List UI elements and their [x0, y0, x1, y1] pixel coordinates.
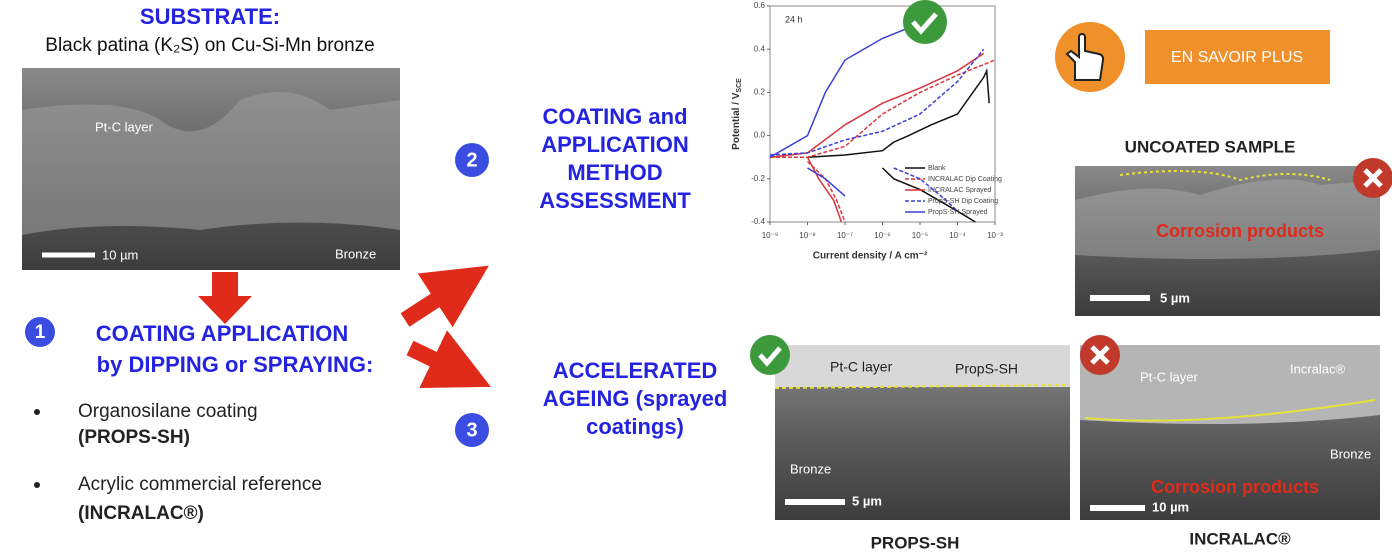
- substrate-subtitle: Black patina (K₂S) on Cu-Si-Mn bronze: [45, 35, 374, 56]
- step-title: coatings): [586, 414, 684, 439]
- bullet-dot: [34, 409, 40, 415]
- sem-label: Bronze: [1330, 446, 1371, 461]
- sem-label: 10 µm: [1152, 499, 1189, 514]
- y-tick-label: 0.0: [754, 131, 766, 140]
- sem-label: PropS-SH: [955, 361, 1018, 377]
- arrow: [198, 272, 252, 324]
- x-tick-label: 10⁻⁶: [874, 231, 890, 240]
- sem-label: Corrosion products: [1156, 221, 1324, 241]
- bullet-text: Acrylic commercial reference: [78, 474, 322, 495]
- x-tick-label: 10⁻³: [987, 231, 1003, 240]
- y-tick-label: 0.4: [754, 44, 766, 53]
- legend-label: Blank: [928, 165, 946, 172]
- step-title: APPLICATION: [541, 132, 688, 157]
- page: SUBSTRATE: Black patina (K₂S) on Cu-Si-M…: [0, 0, 1392, 556]
- step-title: COATING APPLICATION: [96, 321, 349, 346]
- button-label[interactable]: EN SAVOIR PLUS: [1171, 49, 1303, 66]
- sem-label: 5 µm: [1160, 290, 1190, 305]
- sem-label: Pt-C layer: [830, 359, 893, 375]
- step-number: 3: [466, 419, 477, 441]
- step-title: ACCELERATED: [553, 358, 718, 383]
- sem-label: Pt-C layer: [1140, 369, 1198, 384]
- image-title: UNCOATED SAMPLE: [1125, 137, 1296, 156]
- pt-c-layer: [1080, 345, 1380, 424]
- legend-label: PropS-SH Sprayed: [928, 209, 988, 216]
- image-caption: INCRALAC®: [1189, 529, 1291, 548]
- series-line: [770, 54, 984, 223]
- sem-label: Bronze: [790, 461, 831, 476]
- y-tick-label: -0.2: [751, 174, 765, 183]
- step-title: COATING and: [542, 104, 687, 129]
- bullet-dot: [34, 482, 40, 488]
- image-caption: PROPS-SH: [871, 533, 960, 552]
- step-title: METHOD: [567, 160, 662, 185]
- step-title: by DIPPING or SPRAYING:: [97, 352, 374, 377]
- series-line: [770, 23, 920, 196]
- x-axis-label: Current density / A cm⁻²: [813, 251, 928, 262]
- sem-label: Corrosion products: [1151, 477, 1319, 497]
- step-number: 2: [466, 149, 477, 171]
- sem-label: Pt-C layer: [95, 119, 153, 134]
- y-tick-label: 0.6: [754, 1, 766, 10]
- arrow: [405, 283, 462, 320]
- check-icon: [903, 0, 947, 44]
- y-axis-label-main: Potential / V: [731, 92, 742, 150]
- bullet-text: (INCRALAC®): [78, 503, 204, 524]
- substrate-title: SUBSTRATE:: [140, 4, 280, 29]
- arrow: [410, 348, 462, 373]
- sem-texture: [1075, 179, 1380, 259]
- y-axis-label: Potential / VSCE: [731, 78, 743, 150]
- check-icon: [750, 335, 790, 375]
- pt-c-layer: [775, 345, 1070, 387]
- y-tick-label: 0.2: [754, 88, 766, 97]
- step-title: AGEING (sprayed: [543, 386, 728, 411]
- sem-label: 10 µm: [102, 247, 138, 262]
- legend-label: INCRALAC Dip Coating: [928, 176, 1002, 183]
- sem-label: 5 µm: [852, 493, 882, 508]
- y-tick-label: -0.4: [751, 217, 765, 226]
- y-axis-label-sub: SCE: [736, 78, 743, 93]
- x-tick-label: 10⁻⁹: [762, 231, 779, 240]
- x-tick-label: 10⁻⁵: [912, 231, 928, 240]
- annotation: 24 h: [785, 14, 803, 24]
- sem-label: Incralac®: [1290, 361, 1346, 376]
- sem-label: Bronze: [335, 246, 376, 261]
- polarization-chart: 24 h Current density / A cm⁻² Potential …: [731, 1, 1004, 262]
- x-tick-label: 10⁻⁷: [837, 231, 853, 240]
- step-number: 1: [35, 322, 46, 343]
- legend-label: PropS-SH Dip Coating: [928, 198, 998, 205]
- bullet-text: Organosilane coating: [78, 401, 258, 422]
- step-title: ASSESSMENT: [539, 188, 691, 213]
- x-tick-label: 10⁻⁸: [799, 231, 816, 240]
- bullet-text: (PROPS-SH): [78, 427, 190, 448]
- x-tick-label: 10⁻⁴: [949, 231, 966, 240]
